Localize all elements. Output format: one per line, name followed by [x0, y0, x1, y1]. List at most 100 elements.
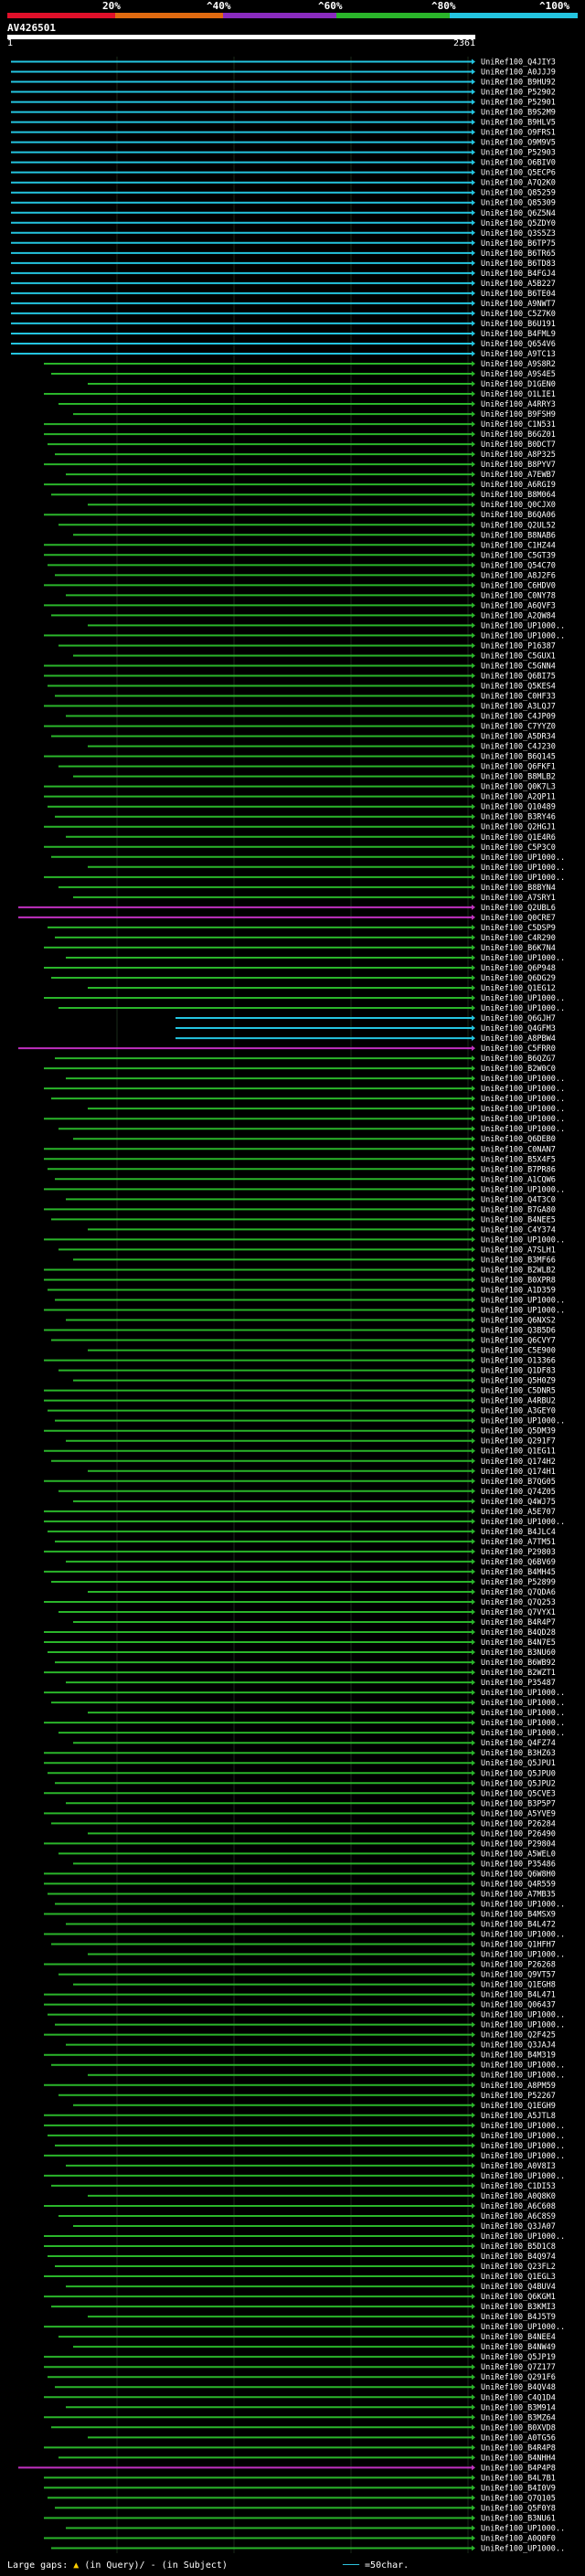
hit-label[interactable]: UniRef100_P52267 [481, 2092, 556, 2101]
hit-label[interactable]: UniRef100_A9TC13 [481, 350, 556, 359]
hit-label[interactable]: UniRef100_UP1000.. [481, 2524, 565, 2533]
hit-row[interactable]: UniRef100_Q1EG11 [44, 1447, 556, 1457]
hit-row[interactable]: UniRef100_B4R4P7 [73, 1618, 556, 1627]
hit-row[interactable]: UniRef100_Q3JAJ4 [66, 2041, 556, 2051]
hit-label[interactable]: UniRef100_Q1EGH8 [481, 1981, 556, 1990]
hit-label[interactable]: UniRef100_UP1000.. [481, 1085, 565, 1094]
hit-row[interactable]: UniRef100_P52902 [11, 89, 556, 98]
hit-row[interactable]: UniRef100_Q6W8H0 [44, 1870, 556, 1879]
hit-row[interactable]: UniRef100_A5DR34 [51, 733, 556, 742]
hit-row[interactable]: UniRef100_A1CQW6 [55, 1175, 556, 1184]
hit-label[interactable]: UniRef100_Q5JPU0 [481, 1769, 556, 1778]
hit-label[interactable]: UniRef100_P52903 [481, 149, 556, 158]
hit-row[interactable]: UniRef100_A0Q0F0 [44, 2534, 556, 2543]
hit-row[interactable]: UniRef100_B0XPR8 [44, 1276, 556, 1285]
hit-label[interactable]: UniRef100_Q7QDA6 [481, 1588, 556, 1597]
hit-row[interactable]: UniRef100_Q10489 [48, 803, 556, 812]
hit-label[interactable]: UniRef100_A9NWT7 [481, 300, 556, 309]
hit-label[interactable]: UniRef100_B4R4P7 [481, 1618, 556, 1627]
hit-row[interactable]: UniRef100_A6C608 [44, 2202, 556, 2211]
hit-row[interactable]: UniRef100_A6RGI9 [44, 481, 556, 490]
hit-row[interactable]: UniRef100_C5P3C0 [44, 843, 556, 853]
hit-row[interactable]: UniRef100_Q6DEB0 [73, 1135, 556, 1144]
hit-row[interactable]: UniRef100_A3GEY0 [48, 1407, 556, 1416]
hit-row[interactable]: UniRef100_A8J2F6 [55, 571, 556, 580]
hit-label[interactable]: UniRef100_C5GNN4 [481, 662, 556, 671]
hit-label[interactable]: UniRef100_Q7Q105 [481, 2494, 556, 2503]
hit-label[interactable]: UniRef100_Q4JIY3 [481, 58, 556, 68]
hit-label[interactable]: UniRef100_A5B227 [481, 280, 556, 289]
hit-label[interactable]: UniRef100_Q9VT57 [481, 1971, 556, 1980]
hit-row[interactable]: UniRef100_A5E707 [44, 1508, 556, 1517]
hit-label[interactable]: UniRef100_UP1000.. [481, 1729, 565, 1738]
hit-row[interactable]: UniRef100_O6BIV0 [11, 159, 556, 168]
hit-row[interactable]: UniRef100_UP1000.. [88, 864, 565, 873]
hit-row[interactable]: UniRef100_Q5JPU2 [55, 1779, 556, 1788]
hit-label[interactable]: UniRef100_P26268 [481, 1961, 556, 1970]
hit-label[interactable]: UniRef100_C5GT39 [481, 551, 556, 560]
hit-label[interactable]: UniRef100_P52902 [481, 89, 556, 98]
hit-label[interactable]: UniRef100_A7MB35 [481, 1890, 556, 1899]
hit-label[interactable]: UniRef100_UP1000.. [481, 1235, 565, 1245]
hit-label[interactable]: UniRef100_B6K7N4 [481, 944, 556, 953]
hit-row[interactable]: UniRef100_A7EWB7 [66, 471, 556, 480]
hit-label[interactable]: UniRef100_Q3B5D6 [481, 1327, 556, 1336]
hit-label[interactable]: UniRef100_Q3JAJ4 [481, 2041, 556, 2051]
hit-row[interactable]: UniRef100_UP1000.. [44, 2323, 565, 2332]
hit-row[interactable]: UniRef100_UP1000.. [44, 1518, 565, 1527]
hit-row[interactable]: UniRef100_B4NEE4 [58, 2333, 556, 2342]
hit-label[interactable]: UniRef100_A7EWB7 [481, 471, 556, 480]
hit-row[interactable]: UniRef100_B3P5P7 [66, 1799, 556, 1808]
hit-row[interactable]: UniRef100_Q4GFM3 [176, 1024, 556, 1034]
hit-label[interactable]: UniRef100_UP1000.. [481, 2011, 565, 2020]
hit-row[interactable]: UniRef100_Q654V6 [11, 340, 556, 349]
hit-label[interactable]: UniRef100_Q5ECP6 [481, 169, 556, 178]
hit-row[interactable]: UniRef100_Q1E4R6 [66, 833, 556, 843]
hit-label[interactable]: UniRef100_A7TM51 [481, 1538, 556, 1547]
hit-label[interactable]: UniRef100_Q6DEB0 [481, 1135, 556, 1144]
hit-row[interactable]: UniRef100_B2WLB2 [44, 1266, 556, 1275]
hit-label[interactable]: UniRef100_UP1000.. [481, 621, 565, 631]
hit-row[interactable]: UniRef100_A9S4E5 [51, 370, 556, 379]
hit-label[interactable]: UniRef100_C5DSP9 [481, 924, 556, 933]
hit-label[interactable]: UniRef100_Q2F425 [481, 2031, 556, 2041]
hit-row[interactable]: UniRef100_Q4T3C0 [66, 1195, 556, 1204]
hit-row[interactable]: UniRef100_Q2UL52 [58, 521, 556, 530]
hit-row[interactable]: UniRef100_A9NWT7 [11, 300, 556, 309]
hit-row[interactable]: UniRef100_UP1000.. [48, 2132, 565, 2141]
hit-row[interactable]: UniRef100_A8PM59 [44, 2082, 556, 2091]
hit-row[interactable]: UniRef100_Q3B5D6 [44, 1327, 556, 1336]
hit-row[interactable]: UniRef100_A0TG56 [88, 2433, 556, 2443]
hit-row[interactable]: UniRef100_Q5F0Y8 [55, 2504, 556, 2513]
hit-label[interactable]: UniRef100_O6BIV0 [481, 159, 556, 168]
hit-label[interactable]: UniRef100_Q1HFH7 [481, 1941, 556, 1950]
hit-label[interactable]: UniRef100_B6TP75 [481, 239, 556, 249]
hit-label[interactable]: UniRef100_B4JLC4 [481, 1528, 556, 1537]
hit-label[interactable]: UniRef100_B4NW49 [481, 2343, 556, 2352]
hit-row[interactable]: UniRef100_Q5JPU0 [48, 1769, 556, 1778]
hit-label[interactable]: UniRef100_Q291F7 [481, 1437, 556, 1447]
hit-row[interactable]: UniRef100_C1N531 [44, 420, 556, 429]
hit-label[interactable]: UniRef100_A6C608 [481, 2202, 556, 2211]
hit-label[interactable]: UniRef100_Q6BV69 [481, 1558, 556, 1567]
hit-label[interactable]: UniRef100_C0HF33 [481, 693, 556, 702]
hit-row[interactable]: UniRef100_P29803 [44, 1548, 556, 1557]
hit-label[interactable]: UniRef100_B4FGJ4 [481, 270, 556, 279]
hit-label[interactable]: UniRef100_B6QZG7 [481, 1055, 556, 1064]
hit-label[interactable]: UniRef100_B2WLB2 [481, 1266, 556, 1275]
hit-label[interactable]: UniRef100_UP1000.. [481, 2172, 565, 2181]
hit-row[interactable]: UniRef100_Q1DF83 [58, 1367, 556, 1376]
hit-label[interactable]: UniRef100_C0NY78 [481, 591, 556, 600]
hit-row[interactable]: UniRef100_UP1000.. [51, 2544, 565, 2553]
hit-label[interactable]: UniRef100_Q6CVY7 [481, 1337, 556, 1346]
hit-label[interactable]: UniRef100_Q5JPU1 [481, 1759, 556, 1768]
hit-row[interactable]: UniRef100_B4N7E5 [44, 1638, 556, 1648]
hit-row[interactable]: UniRef100_B6WB92 [55, 1659, 556, 1668]
hit-row[interactable]: UniRef100_Q06437 [44, 2001, 556, 2010]
hit-row[interactable]: UniRef100_UP1000.. [55, 1900, 565, 1909]
hit-row[interactable]: UniRef100_Q9VT57 [58, 1971, 556, 1980]
hit-row[interactable]: UniRef100_C5GT39 [44, 551, 556, 560]
hit-row[interactable]: UniRef100_UP1000.. [51, 2062, 565, 2071]
hit-row[interactable]: UniRef100_Q4R559 [44, 1880, 556, 1889]
hit-label[interactable]: UniRef100_C1DI53 [481, 2182, 556, 2191]
